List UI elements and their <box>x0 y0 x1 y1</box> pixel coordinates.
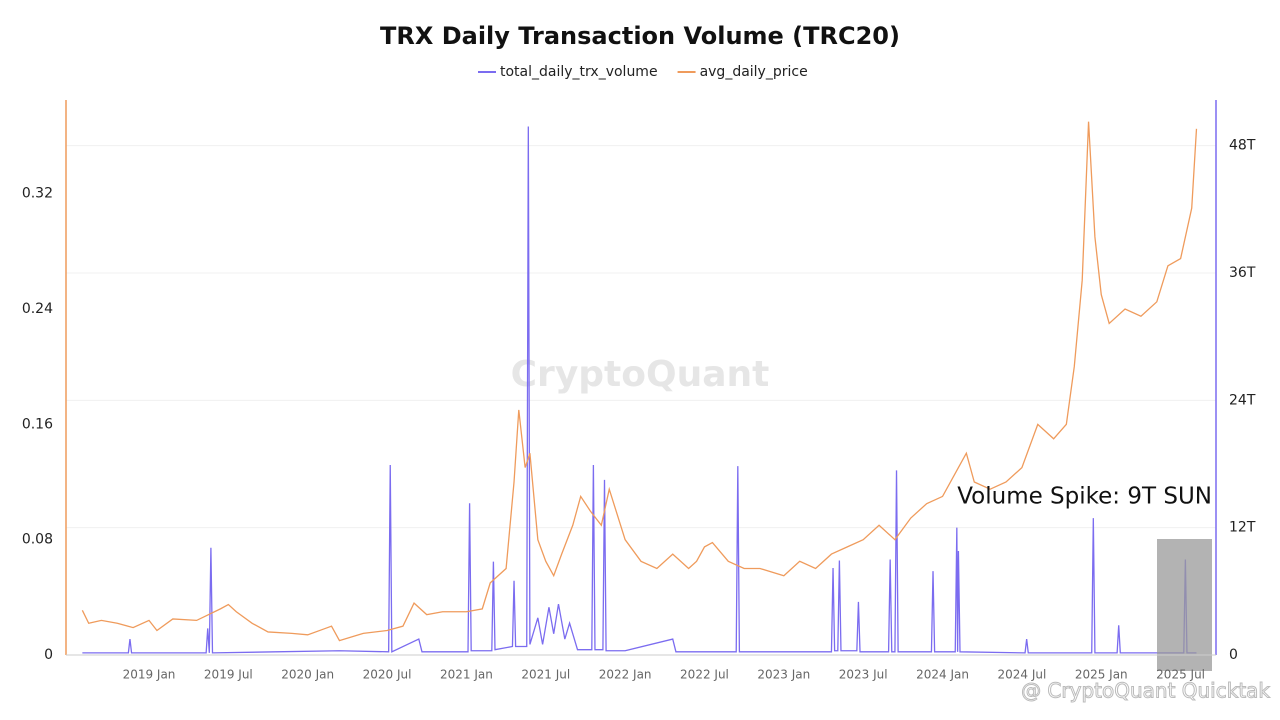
y2-tick-label: 24T <box>1229 392 1256 408</box>
x-tick-label: 2025 Jul <box>1156 668 1205 682</box>
x-tick-label: 2024 Jul <box>997 668 1046 682</box>
y2-tick-label: 0 <box>1229 647 1238 663</box>
highlight-box <box>1157 539 1212 671</box>
series-line <box>82 126 1197 654</box>
x-tick-label: 2020 Jan <box>281 668 334 682</box>
x-tick-label: 2019 Jan <box>123 668 176 682</box>
y-tick-label: 0.16 <box>22 416 53 432</box>
x-tick-label: 2021 Jul <box>521 668 570 682</box>
y-tick-label: 0.32 <box>22 186 53 202</box>
y2-tick-label: 48T <box>1229 138 1256 154</box>
x-tick-label: 2023 Jul <box>839 668 888 682</box>
x-tick-label: 2025 Jan <box>1075 668 1128 682</box>
legend-label: total_daily_trx_volume <box>500 64 658 80</box>
y-tick-label: 0 <box>44 647 53 663</box>
x-tick-label: 2024 Jan <box>916 668 969 682</box>
x-tick-label: 2022 Jul <box>680 668 729 682</box>
legend-label: avg_daily_price <box>700 64 808 80</box>
series-line <box>81 121 1198 642</box>
watermark: CryptoQuant <box>511 354 770 395</box>
y-tick-label: 0.08 <box>22 532 53 548</box>
footer-watermark: @ CryptoQuant Quicktak <box>1021 679 1270 703</box>
x-tick-label: 2022 Jan <box>599 668 652 682</box>
chart-title: TRX Daily Transaction Volume (TRC20) <box>380 22 900 50</box>
x-tick-label: 2021 Jan <box>440 668 493 682</box>
annotation: Volume Spike: 9T SUN <box>957 484 1212 510</box>
y2-tick-label: 12T <box>1229 520 1256 536</box>
x-tick-label: 2019 Jul <box>204 668 253 682</box>
x-tick-label: 2020 Jul <box>363 668 412 682</box>
y-tick-label: 0.24 <box>22 301 53 317</box>
x-tick-label: 2023 Jan <box>757 668 810 682</box>
y2-tick-label: 36T <box>1229 265 1256 281</box>
